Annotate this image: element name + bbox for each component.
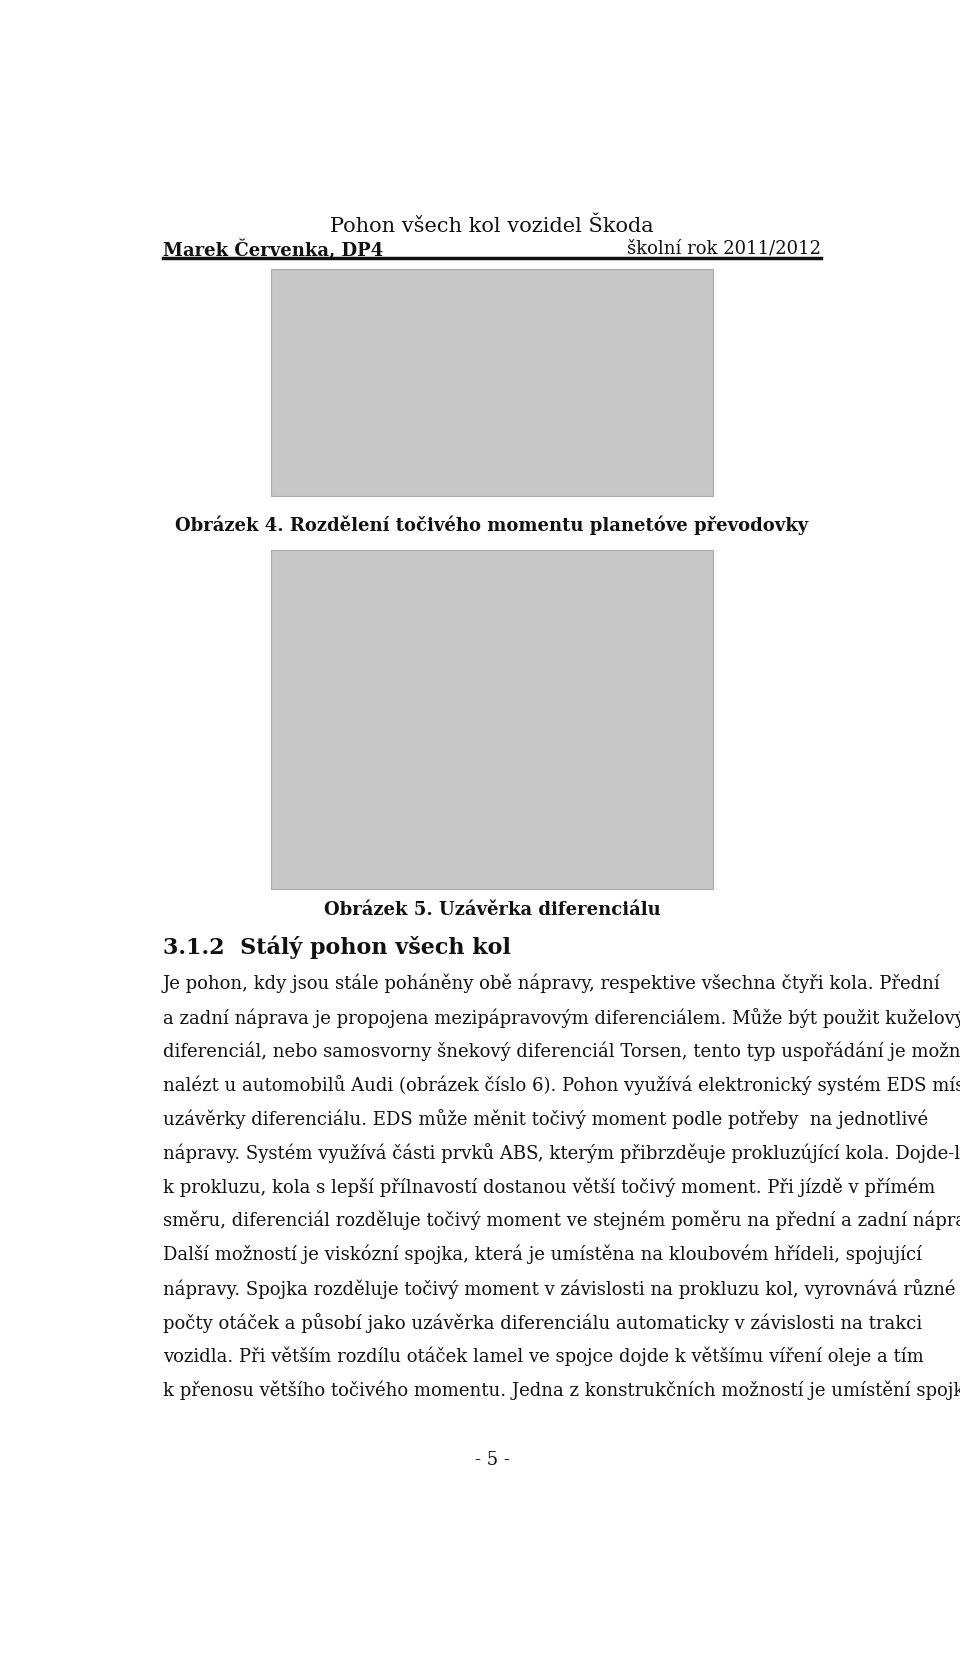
Text: směru, diferenciál rozděluje točivý moment ve stejném poměru na přední a zadní n: směru, diferenciál rozděluje točivý mome… (162, 1211, 960, 1231)
Text: nalézt u automobilů Audi (obrázek číslo 6). Pohon využívá elektronický systém ED: nalézt u automobilů Audi (obrázek číslo … (162, 1076, 960, 1095)
Text: počty otáček a působí jako uzávěrka diferenciálu automaticky v závislosti na tra: počty otáček a působí jako uzávěrka dife… (162, 1313, 922, 1333)
Text: Marek Červenka, DP4: Marek Červenka, DP4 (162, 240, 383, 260)
Text: - 5 -: - 5 - (474, 1451, 510, 1469)
Text: vozidla. Při větším rozdílu otáček lamel ve spojce dojde k většímu víření oleje : vozidla. Při větším rozdílu otáček lamel… (162, 1346, 924, 1366)
Text: diferenciál, nebo samosvorny šnekový diferenciál Torsen, tento typ uspořádání je: diferenciál, nebo samosvorny šnekový dif… (162, 1041, 960, 1061)
Text: školní rok 2011/2012: školní rok 2011/2012 (628, 240, 822, 258)
Text: k přenosu většího točivého momentu. Jedna z konstrukčních možností je umístění s: k přenosu většího točivého momentu. Jedn… (162, 1381, 960, 1399)
Text: Obrázek 5. Uzávěrka diferenciálu: Obrázek 5. Uzávěrka diferenciálu (324, 901, 660, 918)
Bar (271, 550, 713, 890)
Text: Je pohon, kdy jsou stále poháněny obě nápravy, respektive všechna čtyři kola. Př: Je pohon, kdy jsou stále poháněny obě ná… (162, 973, 941, 993)
Text: Pohon všech kol vozidel Škoda: Pohon všech kol vozidel Škoda (330, 217, 654, 237)
Text: k prokluzu, kola s lepší přílnavostí dostanou větší točivý moment. Při jízdě v p: k prokluzu, kola s lepší přílnavostí dos… (162, 1178, 935, 1196)
Text: nápravy. Spojka rozděluje točivý moment v závislosti na prokluzu kol, vyrovnává : nápravy. Spojka rozděluje točivý moment … (162, 1279, 955, 1298)
Text: a zadní náprava je propojena mezipápravovým diferenciálem. Může být použit kužel: a zadní náprava je propojena mezipápravo… (162, 1008, 960, 1028)
Text: Obrázek 4. Rozdělení točivého momentu planetóve převodovky: Obrázek 4. Rozdělení točivého momentu pl… (176, 515, 808, 535)
Text: uzávěrky diferenciálu. EDS může měnit točivý moment podle potřeby  na jednotlivé: uzávěrky diferenciálu. EDS může měnit to… (162, 1110, 927, 1130)
Text: 3.1.2  Stálý pohon všech kol: 3.1.2 Stálý pohon všech kol (162, 935, 511, 958)
Text: Další možností je viskózní spojka, která je umístěna na kloubovém hřídeli, spoju: Další možností je viskózní spojka, která… (162, 1245, 922, 1264)
Text: nápravy. Systém využívá části prvků ABS, kterým přibrzděuje prokluzújící kola. D: nápravy. Systém využívá části prvků ABS,… (162, 1143, 960, 1163)
Bar (271, 270, 713, 496)
